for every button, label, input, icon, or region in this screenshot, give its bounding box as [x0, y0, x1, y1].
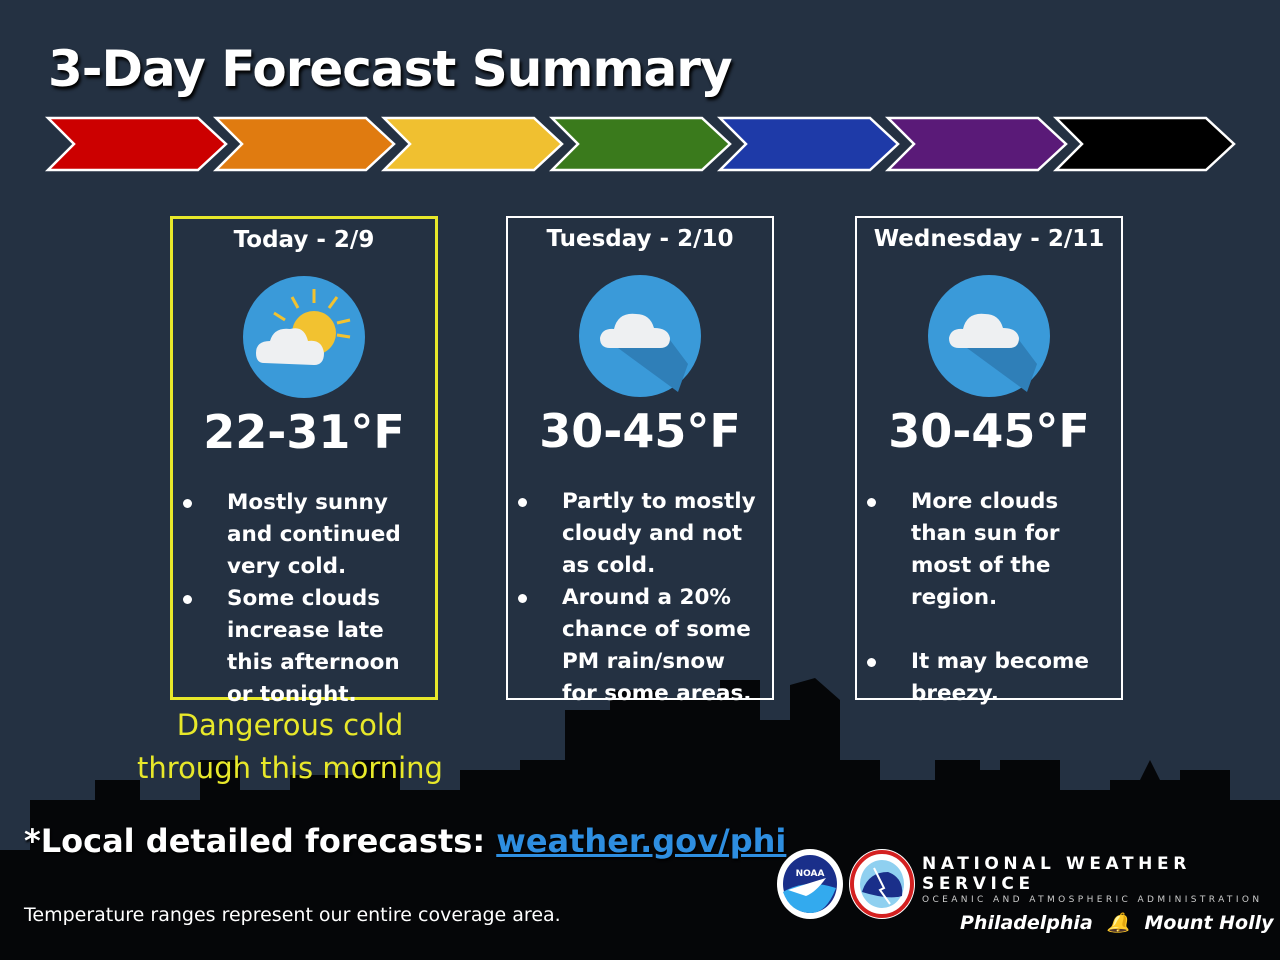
cold-warning: Dangerous cold through this morning	[137, 708, 443, 785]
partly-sunny-icon	[243, 276, 365, 398]
arrow-segment	[716, 116, 900, 172]
temperature-range: 22-31°F	[203, 405, 405, 459]
forecast-bullet: Partly to mostly cloudy and not as cold.	[508, 486, 762, 582]
cloud-icon	[579, 275, 701, 397]
arrow-segment	[212, 116, 396, 172]
arrow-segment	[1052, 116, 1236, 172]
forecast-bullet: More clouds than sun for most of the reg…	[857, 486, 1111, 614]
cloud-icon	[928, 275, 1050, 397]
local-forecast-line: *Local detailed forecasts: weather.gov/p…	[24, 822, 786, 860]
local-forecast-label: *Local detailed forecasts:	[24, 822, 497, 860]
noaa-logo: NOAA	[777, 849, 843, 919]
forecast-bullet: It may become breezy.	[857, 646, 1111, 710]
day-card-today: Today - 2/9 22-31°F Mostly sunny and con…	[170, 216, 438, 707]
day-label: Tuesday - 2/10	[546, 226, 734, 252]
arrow-segment	[380, 116, 564, 172]
day-card-wednesday: Wednesday - 2/11 30-45°F More clouds tha…	[855, 216, 1123, 706]
arrow-segment	[884, 116, 1068, 172]
forecast-bullet: Around a 20% chance of some PM rain/snow…	[508, 582, 762, 710]
arrow-segment	[44, 116, 228, 172]
office-philadelphia: Philadelphia	[960, 911, 1093, 934]
color-arrow-bar	[44, 116, 1236, 172]
forecast-bullet: Some clouds increase late this afternoon…	[173, 583, 425, 711]
day-label: Wednesday - 2/11	[873, 226, 1105, 252]
page-title: 3-Day Forecast Summary	[48, 40, 733, 98]
temperature-range: 30-45°F	[539, 404, 741, 458]
weather-gov-link[interactable]: weather.gov/phi	[496, 822, 787, 860]
nws-logo	[849, 849, 915, 919]
nws-name: NATIONAL WEATHER SERVICE	[922, 854, 1191, 894]
temperature-range: 30-45°F	[888, 404, 1090, 458]
forecast-bullet: Mostly sunny and continued very cold.	[173, 487, 425, 583]
day-card-tuesday: Tuesday - 2/10 30-45°F Partly to mostly …	[506, 216, 774, 706]
day-label: Today - 2/9	[233, 227, 375, 253]
coverage-note: Temperature ranges represent our entire …	[24, 904, 561, 926]
office-mount-holly: Mount Holly	[1144, 911, 1274, 934]
liberty-bell-icon: 🔔	[1106, 912, 1131, 934]
arrow-segment	[548, 116, 732, 172]
nws-subtitle: OCEANIC AND ATMOSPHERIC ADMINISTRATION	[922, 895, 1263, 905]
nws-branding: NATIONAL WEATHER SERVICE OCEANIC AND ATM…	[922, 854, 1280, 934]
noaa-logo-text: NOAA	[796, 869, 825, 879]
